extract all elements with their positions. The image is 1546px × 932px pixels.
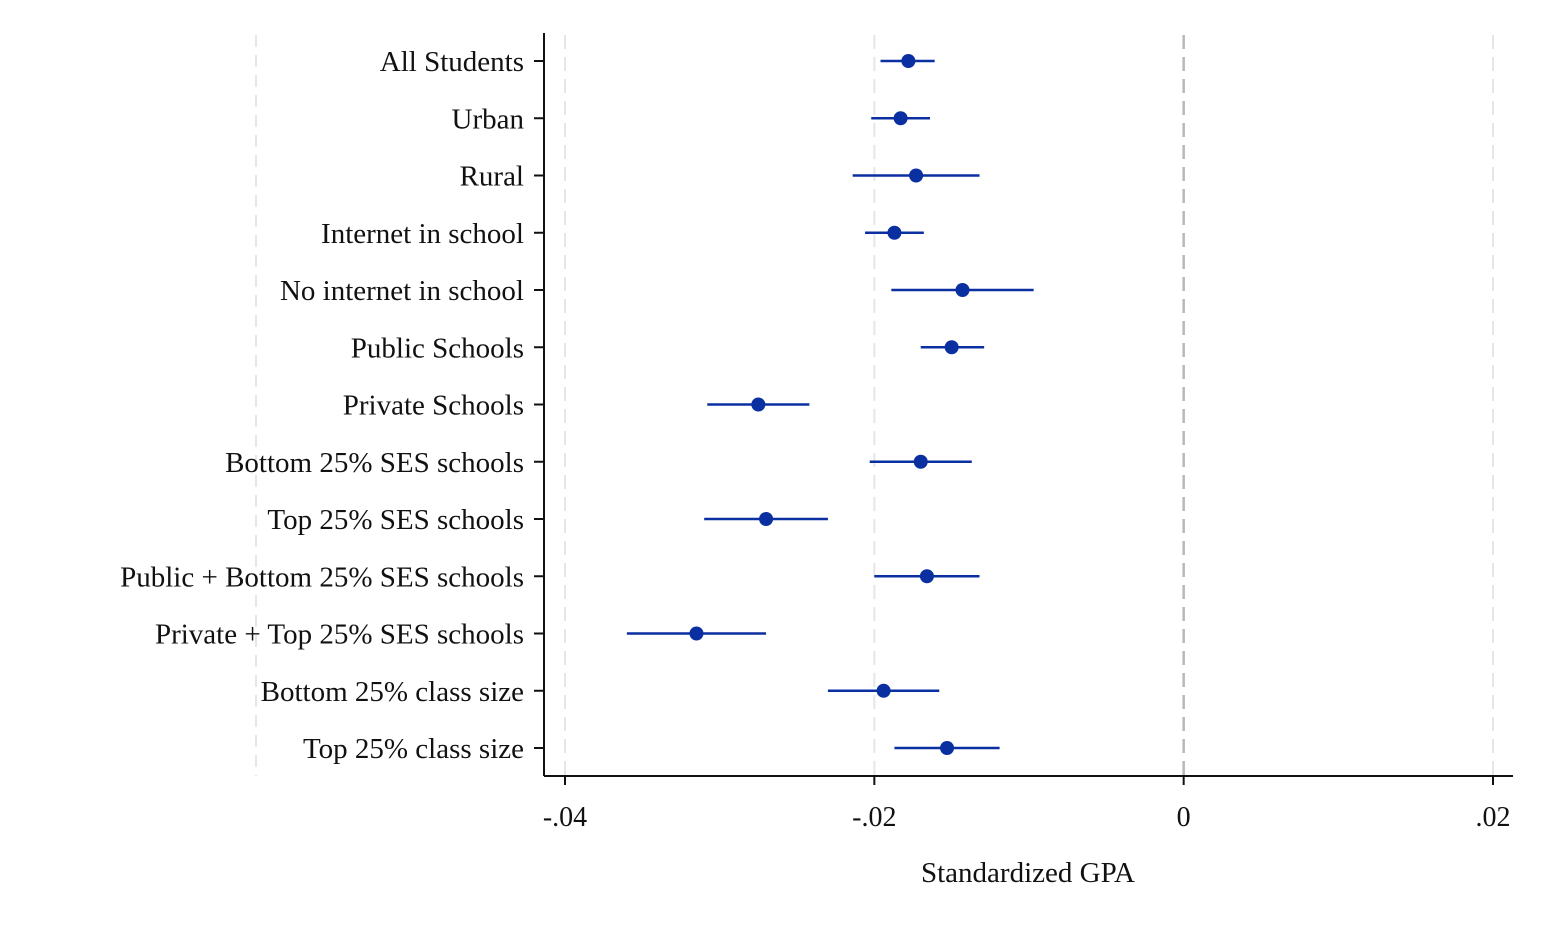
category-label: Top 25% class size — [303, 733, 524, 765]
gridlines — [255, 35, 1494, 776]
category-label: All Students — [380, 46, 524, 78]
point-estimate — [887, 225, 902, 240]
point-estimate — [689, 626, 704, 641]
point-estimate — [919, 569, 934, 584]
category-label: Rural — [460, 161, 524, 193]
point-estimate — [955, 283, 970, 297]
point-estimate — [876, 683, 891, 698]
axes — [543, 33, 1513, 777]
category-label: Public + Bottom 25% SES schools — [120, 561, 524, 593]
category-label: No internet in school — [280, 275, 524, 307]
point-estimate — [913, 454, 928, 469]
category-labels: All Students Urban Rural Internet in school… — [120, 46, 544, 765]
category-label: Bottom 25% class size — [261, 676, 524, 708]
category-label: Top 25% SES schools — [267, 504, 524, 536]
category-label: Private + Top 25% SES schools — [155, 619, 524, 651]
point-estimate — [893, 111, 908, 126]
point-estimate — [759, 512, 774, 526]
estimates — [626, 54, 1034, 755]
x-tick-label: 0 — [1177, 802, 1191, 833]
x-tick-label: -.02 — [852, 802, 896, 833]
point-estimate — [909, 168, 924, 183]
category-label: Private Schools — [343, 390, 524, 422]
point-estimate — [944, 340, 959, 355]
x-tick-label: -.04 — [543, 802, 587, 833]
point-estimate — [901, 54, 916, 68]
category-label: Bottom 25% SES schools — [225, 447, 524, 479]
category-label: Urban — [452, 103, 525, 135]
point-estimate — [751, 397, 766, 412]
point-estimate — [940, 741, 955, 755]
x-tick-labels: -.04 -.02 0 .02 — [543, 776, 1511, 833]
category-label: Internet in school — [321, 218, 524, 250]
category-label: Public Schools — [351, 332, 524, 364]
x-axis-title: Standardized GPA — [921, 857, 1135, 889]
x-tick-label: .02 — [1476, 802, 1511, 833]
